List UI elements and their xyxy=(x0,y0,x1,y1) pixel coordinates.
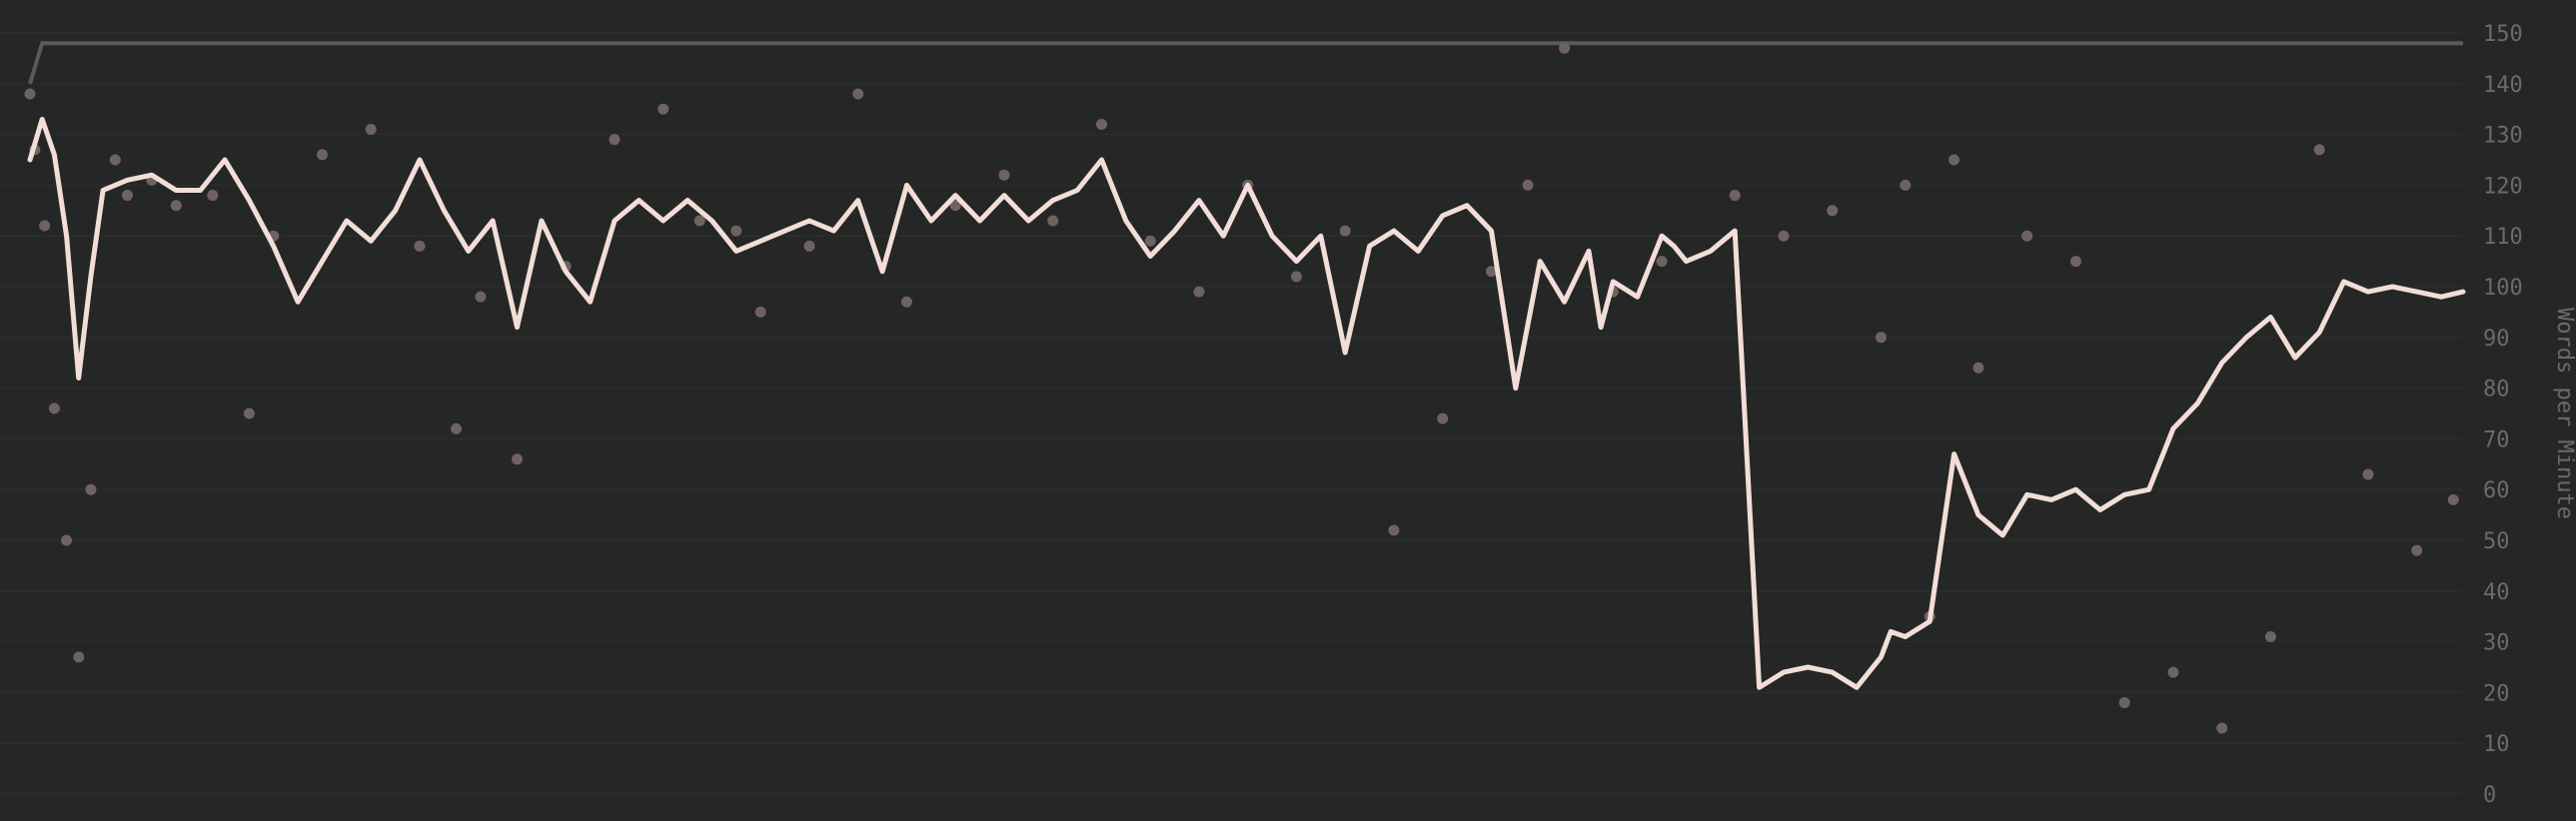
y-tick-label: 110 xyxy=(2483,225,2523,250)
y-axis-ticks: 0 10 20 30 40 50 60 70 80 90 100 110 120 130 140 150 xyxy=(2483,22,2523,808)
data-point xyxy=(1900,179,1912,191)
data-point xyxy=(1095,118,1107,130)
y-axis-title: Words per Minute xyxy=(2552,308,2576,519)
data-point xyxy=(2216,722,2228,734)
average-layer xyxy=(27,116,2466,690)
data-point xyxy=(511,453,523,465)
personal-best-layer xyxy=(28,41,2463,85)
data-point xyxy=(1047,215,1059,227)
data-point xyxy=(1339,225,1351,237)
y-tick-label: 90 xyxy=(2483,327,2510,352)
data-point xyxy=(1193,286,1205,298)
data-point xyxy=(243,408,255,419)
data-point xyxy=(2118,697,2130,709)
data-point xyxy=(2021,230,2033,242)
data-point xyxy=(949,200,961,212)
y-tick-label: 20 xyxy=(2483,681,2510,706)
data-point xyxy=(85,483,97,495)
y-tick-label: 40 xyxy=(2483,580,2510,605)
data-point xyxy=(754,306,766,318)
data-point xyxy=(998,169,1010,181)
average-line xyxy=(27,116,2466,690)
data-point xyxy=(730,225,742,237)
grid xyxy=(0,32,2463,795)
data-point xyxy=(414,240,426,252)
data-point xyxy=(365,124,377,136)
data-point xyxy=(39,220,51,232)
y-tick-label: 50 xyxy=(2483,529,2510,554)
data-point xyxy=(2447,493,2459,505)
data-point xyxy=(1485,266,1497,278)
data-point xyxy=(475,291,487,303)
data-point xyxy=(48,403,60,414)
y-tick-label: 130 xyxy=(2483,124,2523,149)
data-point xyxy=(24,88,36,100)
data-point xyxy=(1559,42,1571,54)
data-point xyxy=(2167,666,2179,678)
data-point xyxy=(121,190,133,202)
data-point xyxy=(1522,179,1534,191)
data-point xyxy=(170,200,182,212)
data-point xyxy=(693,215,705,227)
data-point xyxy=(1656,256,1668,268)
data-point xyxy=(316,149,328,161)
data-point xyxy=(2264,631,2276,643)
data-point xyxy=(1778,230,1790,242)
data-point xyxy=(1972,362,1984,374)
y-tick-label: 80 xyxy=(2483,378,2510,403)
data-point xyxy=(451,422,463,434)
data-point xyxy=(1437,412,1449,424)
y-tick-label: 140 xyxy=(2483,73,2523,98)
y-tick-label: 120 xyxy=(2483,174,2523,199)
y-tick-label: 70 xyxy=(2483,427,2510,452)
data-point xyxy=(609,134,621,146)
y-tick-label: 60 xyxy=(2483,478,2510,503)
data-point xyxy=(73,651,85,663)
data-point xyxy=(657,103,669,115)
data-point xyxy=(2069,256,2081,268)
data-point xyxy=(1290,271,1302,283)
data-point xyxy=(1729,190,1741,202)
data-point xyxy=(852,88,864,100)
y-tick-label: 100 xyxy=(2483,276,2523,301)
data-point xyxy=(1875,332,1887,344)
data-point xyxy=(109,154,121,166)
data-point xyxy=(1144,235,1156,247)
y-tick-label: 0 xyxy=(2483,783,2496,808)
data-point xyxy=(900,296,912,308)
data-point xyxy=(1388,524,1400,536)
data-point xyxy=(1827,205,1839,217)
data-point xyxy=(2411,544,2423,556)
data-point xyxy=(2313,144,2325,156)
data-point xyxy=(803,240,815,252)
y-tick-label: 150 xyxy=(2483,22,2523,47)
data-point xyxy=(61,534,73,546)
y-tick-label: 10 xyxy=(2483,732,2510,757)
y-tick-label: 30 xyxy=(2483,631,2510,656)
personal-best-line xyxy=(28,41,2463,85)
data-point xyxy=(207,190,219,202)
data-point xyxy=(2362,468,2374,480)
data-point xyxy=(1948,154,1960,166)
